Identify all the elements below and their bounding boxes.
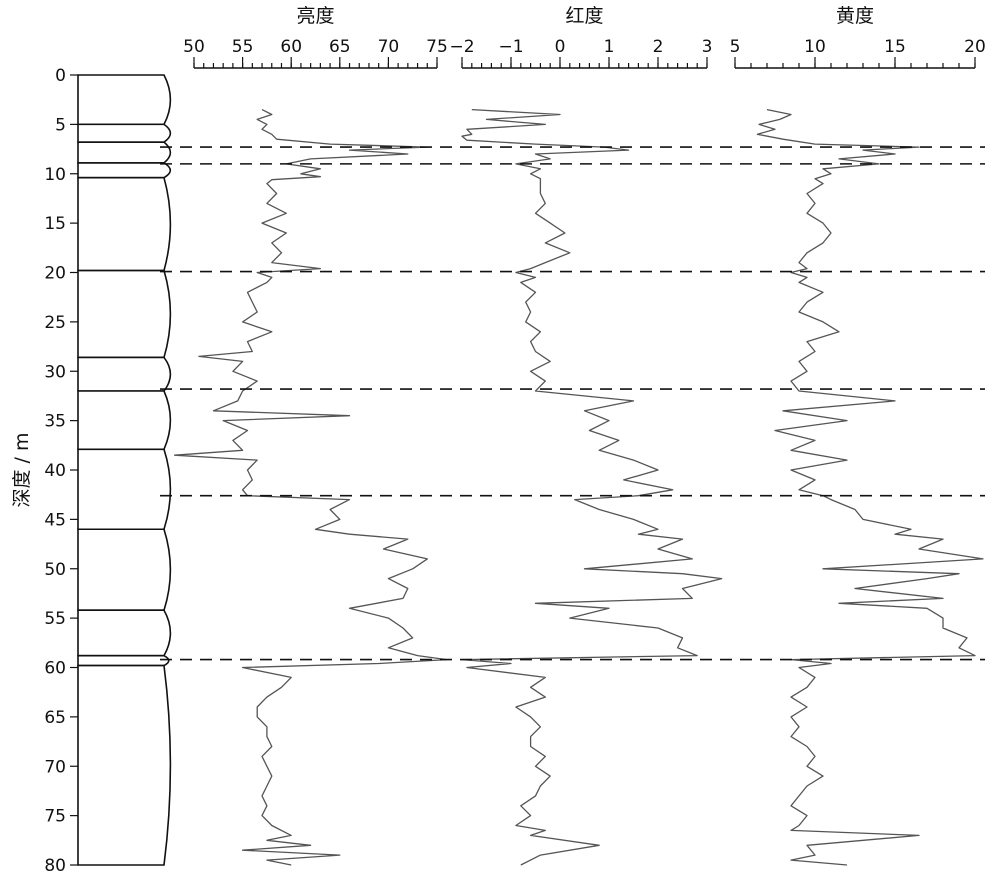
lithology-bed: [77, 390, 172, 451]
depth-tick-label: 30: [44, 362, 66, 382]
panel-title: 红度: [565, 5, 603, 27]
x-tick-label: −2: [449, 37, 474, 57]
depth-tick-label: 40: [44, 461, 66, 481]
lithology-column: [77, 74, 172, 866]
bed-pattern: [77, 654, 170, 667]
boundary-lines: [160, 146, 985, 661]
series-line: [461, 108, 723, 866]
panels: 亮度 50 55 60 65 70 75 红度 −2 −1 0 1 2 3 黄度 5 10 15 20: [173, 5, 986, 866]
depth-axis: 0 5 10 15 20 25 30 35 40 45 50 55 60 65 70 75 80: [44, 66, 78, 876]
depth-tick-label: 60: [44, 659, 66, 679]
bed-pattern: [77, 162, 172, 179]
x-tick-label: 65: [329, 37, 351, 57]
depth-tick-label: 75: [44, 807, 66, 827]
bed-pattern: [77, 356, 172, 392]
x-tick-label: 1: [604, 37, 615, 57]
series-line: [173, 109, 448, 866]
lithology-bed: [77, 528, 172, 612]
lithology-bed: [77, 176, 172, 272]
depth-tick-label: 45: [44, 510, 66, 530]
x-tick-label: 2: [653, 37, 664, 57]
lithology-bed: [77, 269, 172, 359]
depth-tick-label: 35: [44, 412, 66, 432]
depth-tick-label: 0: [55, 66, 66, 86]
panel-1: 亮度 50 55 60 65 70 75: [173, 5, 448, 866]
bed-pattern: [77, 123, 172, 143]
lithology-bed: [77, 74, 172, 126]
bed-pattern: [77, 390, 172, 451]
depth-tick-label: 10: [44, 165, 66, 185]
depth-tick-label: 80: [44, 856, 66, 876]
depth-tick-label: 20: [44, 264, 66, 284]
lithology-bed: [77, 141, 172, 164]
bed-pattern: [77, 141, 172, 164]
depth-tick-label: 25: [44, 313, 66, 333]
bed-pattern: [77, 269, 172, 359]
lithology-bed: [77, 123, 172, 143]
panel-2: 红度 −2 −1 0 1 2 3: [449, 5, 723, 866]
panel-3: 黄度 5 10 15 20: [730, 5, 986, 866]
bed-pattern: [77, 176, 172, 272]
x-tick-label: 60: [280, 37, 302, 57]
bed-pattern: [77, 664, 172, 866]
bed-pattern: [77, 528, 172, 612]
x-tick-label: 20: [964, 37, 986, 57]
depth-tick-label: 50: [44, 560, 66, 580]
x-tick-label: 3: [702, 37, 713, 57]
panel-title: 黄度: [836, 5, 874, 27]
x-tick-label: 15: [884, 37, 906, 57]
x-tick-label: −1: [498, 37, 523, 57]
depth-tick-label: 55: [44, 609, 66, 629]
depth-tick-label: 5: [55, 115, 66, 135]
bed-pattern: [77, 448, 172, 531]
x-tick-label: 0: [555, 37, 566, 57]
bed-pattern: [77, 609, 172, 657]
x-tick-label: 70: [378, 37, 400, 57]
lithology-bed: [77, 664, 172, 866]
x-tick-label: 75: [426, 37, 448, 57]
bed-pattern: [77, 74, 172, 126]
lithology-bed: [77, 356, 172, 392]
series-line: [756, 108, 984, 866]
lithology-bed: [77, 609, 172, 657]
depth-tick-label: 65: [44, 708, 66, 728]
lithology-bed: [77, 448, 172, 531]
lithology-bed: [77, 162, 172, 179]
x-tick-label: 55: [232, 37, 254, 57]
depth-axis-title: 深度 / m: [11, 433, 33, 508]
x-tick-label: 10: [804, 37, 826, 57]
panel-title: 亮度: [296, 5, 334, 27]
x-tick-label: 5: [730, 37, 741, 57]
depth-tick-label: 70: [44, 757, 66, 777]
depth-tick-label: 15: [44, 214, 66, 234]
x-tick-label: 50: [183, 37, 205, 57]
lithology-bed: [77, 654, 170, 667]
